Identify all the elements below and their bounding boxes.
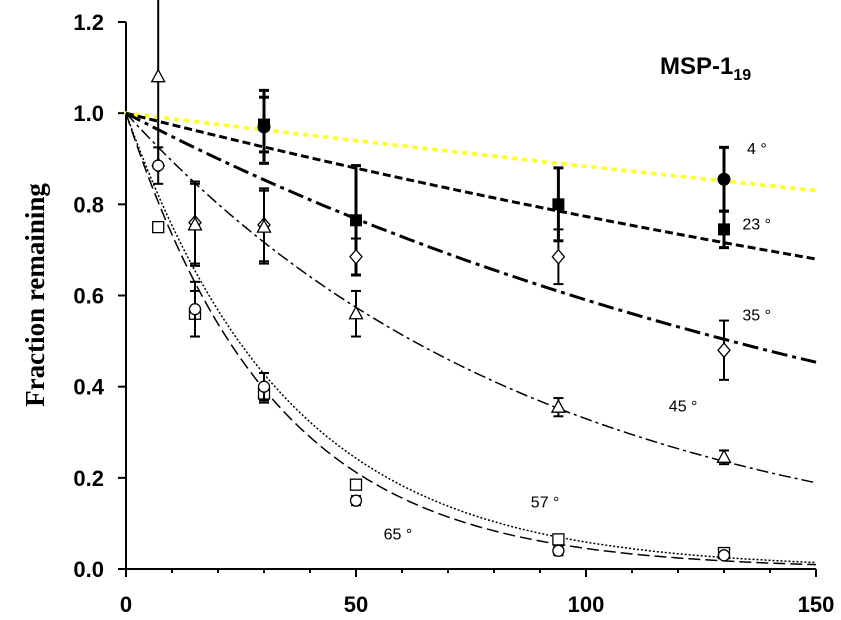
y-tick-label: 0.6 <box>73 284 104 309</box>
data-point <box>188 303 202 316</box>
y-tick-label: 0.0 <box>73 557 104 582</box>
data-point <box>349 248 363 265</box>
fit-curve <box>125 112 817 484</box>
y-tick-label: 0.8 <box>73 192 104 217</box>
data-point <box>550 398 566 413</box>
x-tick-label: 150 <box>798 592 835 617</box>
fit-curve <box>125 111 817 364</box>
fit-curves <box>124 111 818 566</box>
data-point <box>348 305 364 320</box>
data-point <box>187 216 203 231</box>
data-point <box>257 380 271 393</box>
y-tick-label: 1.2 <box>73 10 104 35</box>
axes: 0 50 100 150 0.0 0.2 0.4 0.6 0.8 1.0 1.2 <box>73 10 834 617</box>
data-point <box>552 544 565 557</box>
curve-label: 45 ° <box>669 399 698 416</box>
y-axis-title: Fraction remaining <box>20 183 50 407</box>
curve-labels: 4 ° 23 ° 35 ° 45 ° 57 ° 65 ° <box>384 141 771 543</box>
y-axis-label: Fraction remaining <box>20 183 50 407</box>
y-tick-label: 0.2 <box>73 466 104 491</box>
x-tick-label: 50 <box>344 592 368 617</box>
fit-curve <box>125 112 817 564</box>
data-point <box>717 172 731 186</box>
data-point <box>152 220 165 234</box>
fit-curve <box>125 111 817 261</box>
data-point <box>552 198 565 211</box>
x-tick-label: 100 <box>568 592 605 617</box>
x-tick-label: 0 <box>120 592 132 617</box>
data-point <box>349 494 363 507</box>
data-point <box>717 342 731 359</box>
data-point <box>551 248 566 265</box>
data-point <box>152 159 165 172</box>
y-tick-label: 1.0 <box>73 101 104 126</box>
data-point <box>717 549 731 562</box>
data-point <box>716 448 732 463</box>
curve-label: 23 ° <box>742 216 771 233</box>
data-point <box>150 68 166 83</box>
data-point <box>258 118 270 131</box>
chart-title-main: MSP-1 <box>660 53 733 80</box>
curve-label: 57 ° <box>531 494 560 511</box>
data-point <box>350 214 362 227</box>
chart-title-subscript: 19 <box>733 67 751 84</box>
curve-label: 35 ° <box>742 308 771 325</box>
data-point <box>552 533 565 546</box>
curve-label: 4 ° <box>747 141 767 158</box>
chart-title: MSP-119 <box>660 53 751 84</box>
fit-curve <box>125 112 817 566</box>
curve-label: 65 ° <box>384 526 413 543</box>
data-points <box>150 0 732 562</box>
fit-curve <box>124 111 818 193</box>
data-point <box>718 223 730 236</box>
data-point <box>349 478 363 491</box>
y-tick-label: 0.4 <box>73 375 104 400</box>
data-point <box>256 218 272 233</box>
